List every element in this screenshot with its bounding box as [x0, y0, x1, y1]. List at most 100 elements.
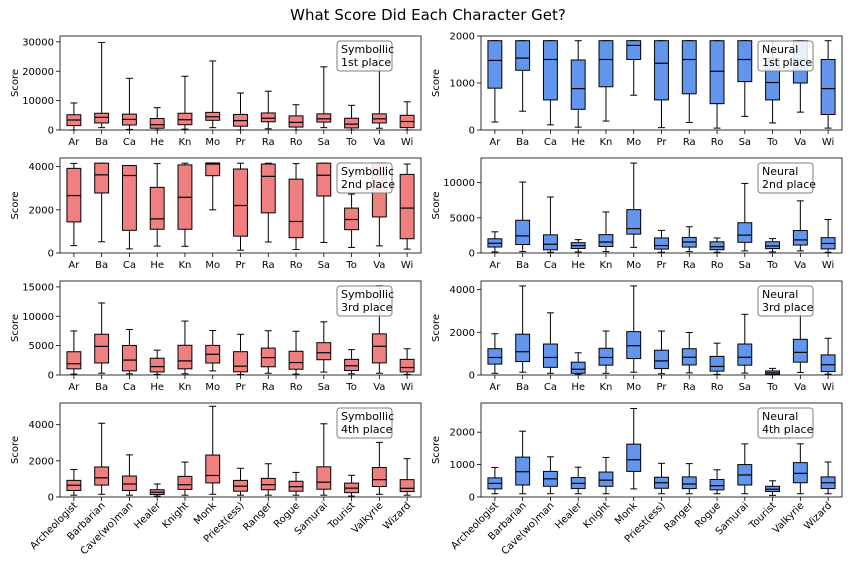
x-tick-label: Cave(wo)man [500, 500, 557, 557]
legend-frame [757, 40, 814, 72]
box-iqr [542, 343, 558, 368]
box-ba [94, 162, 110, 243]
box-ar [66, 469, 82, 496]
box-to [344, 193, 360, 248]
box-iqr [399, 173, 415, 240]
box-iqr [709, 241, 725, 251]
box-ra [260, 162, 276, 243]
y-tick-label: 10000 [22, 96, 54, 107]
box-mo [205, 60, 221, 129]
box-ar [487, 231, 503, 253]
box-wi [399, 348, 415, 375]
box-ro [288, 163, 304, 251]
box-ro [288, 104, 304, 131]
box-to [765, 238, 781, 253]
x-tick-label: Ca [544, 260, 557, 271]
box-ro [709, 40, 725, 129]
x-tick-label: Ro [711, 260, 724, 271]
box-kn [598, 40, 614, 122]
x-tick-label: Va [373, 260, 385, 271]
box-iqr [94, 112, 110, 124]
box-kn [177, 461, 193, 496]
box-ro [709, 469, 725, 495]
box-iqr [121, 345, 137, 372]
x-tick-label: Ra [262, 382, 275, 393]
box-wi [820, 337, 836, 375]
box-iqr [765, 241, 781, 250]
y-tick-label: 2000 [450, 428, 475, 439]
x-tick-label: Pr [657, 260, 668, 271]
box-mo [205, 330, 221, 372]
box-he [570, 40, 586, 128]
box-iqr [177, 112, 193, 126]
box-he [149, 349, 165, 375]
box-ro [288, 330, 304, 375]
x-tick-label: Ra [262, 137, 275, 148]
box-iqr [205, 162, 221, 177]
x-tick-label: Ba [516, 137, 529, 148]
legend-line-2: 4th place [341, 423, 393, 436]
box-ra [681, 463, 697, 495]
box-iqr [371, 467, 387, 488]
y-tick-label: 10000 [443, 178, 475, 189]
legend-frame [336, 40, 393, 72]
box-ba [94, 41, 110, 129]
box-iqr [626, 331, 642, 360]
x-tick-label: Ca [544, 137, 557, 148]
box-iqr [149, 357, 165, 373]
x-tick-label: Wi [401, 260, 413, 271]
box-iqr [94, 333, 110, 364]
x-tick-label: Wi [401, 382, 413, 393]
x-tick-label: Mo [205, 382, 220, 393]
box-iqr [598, 234, 614, 247]
y-tick-label: 2000 [29, 456, 54, 467]
box-mo [205, 405, 221, 495]
x-tick-label: Sa [739, 382, 751, 393]
box-sa [316, 66, 332, 129]
box-kn [598, 456, 614, 495]
box-ca [121, 328, 137, 375]
box-iqr [487, 348, 503, 365]
x-tick-label: Ro [290, 137, 303, 148]
x-tick-label: Wi [822, 137, 834, 148]
legend-frame [336, 162, 393, 194]
panel-symbolic-3rd: 0 5000 10000 15000 Score Ar Ba Ca He Kn Mo Pr Ra Ro Sa… [10, 280, 422, 393]
y-tick-label: 1000 [450, 460, 475, 471]
x-tick-label: Ca [123, 260, 136, 271]
x-tick-label: Va [794, 260, 806, 271]
box-iqr [626, 209, 642, 235]
box-ra [681, 226, 697, 253]
box-iqr [260, 163, 276, 214]
box-iqr [709, 355, 725, 372]
y-tick-label: 5000 [450, 213, 475, 224]
box-pr [654, 40, 669, 129]
box-sa [316, 321, 332, 373]
box-iqr [542, 40, 558, 101]
legend-line-2: 2nd place [762, 178, 816, 191]
x-tick-label: Archeologist [28, 500, 80, 552]
y-axis-label: Score [10, 314, 21, 342]
y-tick-label: 10000 [22, 312, 54, 323]
box-ba [515, 430, 531, 495]
box-iqr [316, 162, 332, 197]
box-iqr [542, 234, 558, 251]
y-axis-label: Score [10, 191, 21, 219]
box-pr [654, 229, 669, 253]
y-tick-label: 4000 [29, 420, 54, 431]
x-tick-label: Pr [657, 137, 668, 148]
box-va [371, 441, 387, 495]
box-iqr [94, 466, 110, 486]
box-pr [233, 162, 248, 251]
box-iqr [288, 115, 304, 128]
x-tick-label: Ro [711, 382, 724, 393]
box-iqr [792, 338, 808, 363]
x-tick-label: Ro [290, 260, 303, 271]
y-tick-label: 15000 [22, 282, 54, 293]
legend-line-2: 1st place [341, 56, 391, 69]
x-tick-label: Ba [95, 260, 108, 271]
box-wi [399, 458, 415, 496]
x-tick-label: Ba [95, 137, 108, 148]
box-kn [177, 75, 193, 130]
y-axis-label: Score [10, 436, 21, 464]
